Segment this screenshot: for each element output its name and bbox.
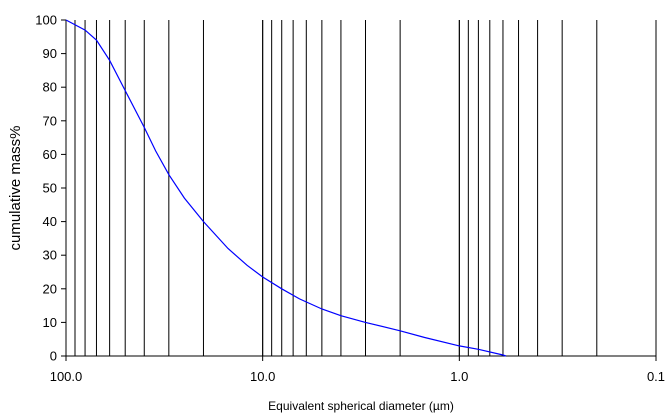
axes: [65, 20, 656, 357]
y-tick-label: 20: [43, 281, 57, 296]
y-tick-label: 10: [43, 315, 57, 330]
y-tick-label: 70: [43, 113, 57, 128]
y-tick-label: 0: [50, 349, 57, 364]
x-tick-label: 100.0: [50, 369, 83, 384]
y-tick-label: 80: [43, 80, 57, 95]
y-tick-label: 40: [43, 214, 57, 229]
x-tick-label: 10.0: [250, 369, 275, 384]
y-tick-label: 30: [43, 248, 57, 263]
grid-lines: [65, 20, 657, 356]
tick-labels: 0 10 20 30 40 50 60 70 80 90 100 100.0 10.0 1.0 0.1: [35, 13, 665, 385]
x-tick-label: 1.0: [450, 369, 468, 384]
y-tick-label: 60: [43, 147, 57, 162]
x-axis-label: Equivalent spherical diameter (µm): [268, 399, 454, 413]
x-tick-label: 0.1: [647, 369, 665, 384]
y-tick-label: 90: [43, 46, 57, 61]
y-tick-label: 50: [43, 181, 57, 196]
series-layer: [65, 19, 507, 357]
y-axis-label: cumulative mass%: [7, 125, 24, 250]
series-line: [65, 19, 507, 357]
y-tick-label: 100: [35, 13, 57, 28]
